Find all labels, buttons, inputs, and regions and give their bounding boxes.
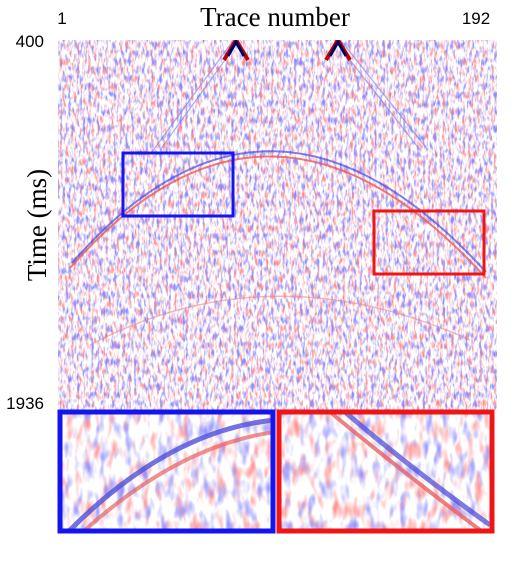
y-tick-label: 1936	[6, 394, 44, 413]
y-axis-title: Time (ms)	[22, 169, 52, 281]
inset	[58, 410, 275, 533]
event	[226, 40, 246, 57]
reflection	[328, 410, 482, 532]
zoom-box	[121, 151, 235, 218]
y-tick-label: 400	[16, 32, 44, 51]
event	[328, 40, 348, 57]
reflection	[343, 410, 492, 528]
zoom-box	[372, 209, 486, 276]
noise	[58, 40, 497, 410]
x-axis-title: Trace number	[200, 2, 350, 32]
inset	[277, 410, 494, 533]
reflection	[71, 150, 487, 273]
seismic-section	[58, 40, 497, 410]
inset-frame	[57, 409, 276, 534]
reflection	[89, 295, 471, 346]
inset-frame	[276, 409, 495, 534]
reflection	[69, 155, 487, 279]
x-tick-label: 192	[462, 9, 490, 28]
x-tick-label: 1	[57, 9, 66, 28]
reflection	[68, 417, 275, 532]
reflection	[83, 430, 275, 532]
